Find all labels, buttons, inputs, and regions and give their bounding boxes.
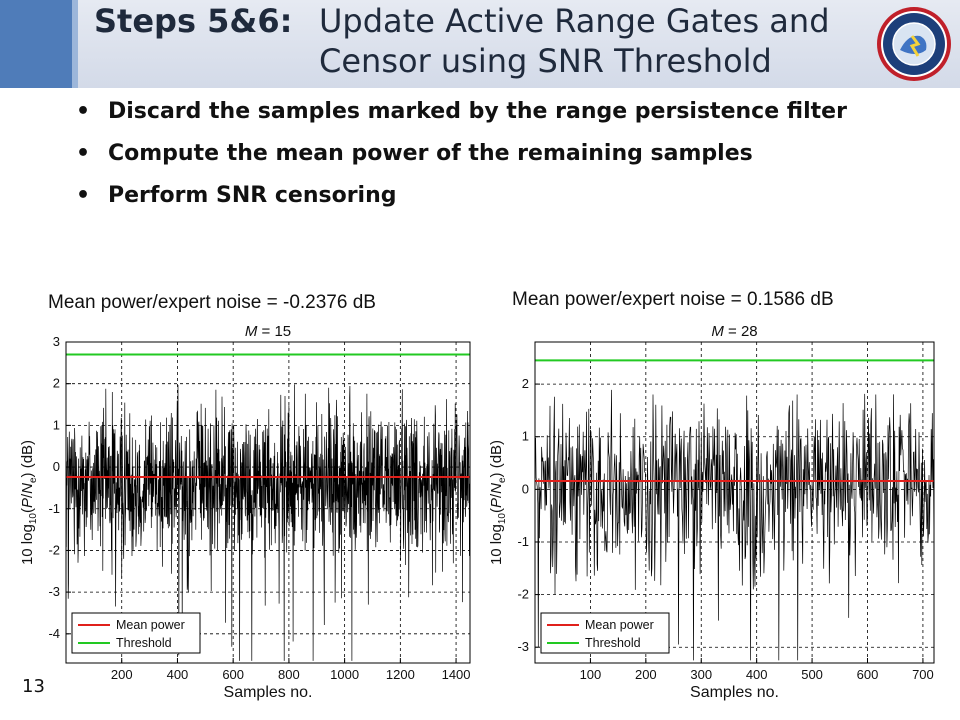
plot-frame: [534, 341, 935, 664]
title-bar: Steps 5&6: Update Active Range Gates and…: [0, 0, 960, 88]
y-tick-label: -3: [517, 639, 529, 654]
y-axis-label-part: ) (dB): [19, 440, 36, 478]
signal-trace: [535, 389, 935, 661]
y-tick-label: -2: [517, 587, 529, 602]
legend-box: [71, 612, 201, 654]
y-tick-label: 0: [522, 481, 529, 496]
legend-mean-label: Mean power: [116, 618, 185, 632]
y-tick-label: -4: [48, 626, 60, 641]
y-axis-label-part: 10: [497, 513, 508, 525]
title-line-2: Censor using SNR Threshold: [319, 42, 772, 80]
chart-title-value: = 28: [724, 323, 758, 340]
y-tick-label: -3: [48, 584, 60, 599]
x-tick-label: 1200: [386, 667, 415, 682]
y-axis-label-part: 10: [28, 513, 39, 525]
y-axis-label-part: N: [488, 483, 505, 494]
title-line-1: Update Active Range Gates and: [319, 2, 830, 40]
x-tick-label: 800: [278, 667, 300, 682]
y-axis-label-part: /: [488, 493, 505, 498]
chart-title-variable: M: [245, 323, 258, 340]
title-step-label: Steps 5&6:: [94, 2, 293, 40]
signal-trace: [65, 384, 471, 661]
y-tick-label: 0: [53, 459, 60, 474]
bullet-item: • Compute the mean power of the remaining…: [74, 138, 934, 170]
y-axis-label-part: e: [28, 477, 39, 483]
x-tick-label: 100: [580, 667, 602, 682]
x-tick-label: 300: [690, 667, 712, 682]
x-tick-label: 400: [746, 667, 768, 682]
legend-threshold-label: Threshold: [585, 636, 641, 650]
bullet-dot: •: [76, 183, 91, 208]
x-tick-label: 1000: [330, 667, 359, 682]
x-tick-label: 1400: [442, 667, 471, 682]
bullet-text: Discard the samples marked by the range …: [108, 99, 847, 124]
y-tick-label: 2: [522, 376, 529, 391]
y-axis-label-part: 10 log: [19, 524, 36, 565]
y-axis-label-part: 10 log: [488, 524, 505, 565]
x-tick-label: 600: [857, 667, 879, 682]
x-axis-label: Samples no.: [224, 684, 313, 701]
left-chart-caption: Mean power/expert noise = -0.2376 dB: [48, 292, 376, 313]
x-tick-label: 500: [801, 667, 823, 682]
chart-title: M = 15: [245, 323, 291, 340]
y-axis-label-part: ) (dB): [488, 440, 505, 478]
y-axis-label-part: P: [488, 498, 505, 508]
y-tick-label: -1: [517, 534, 529, 549]
x-tick-label: 600: [222, 667, 244, 682]
x-tick-label: 200: [635, 667, 657, 682]
x-tick-label: 200: [111, 667, 133, 682]
y-tick-label: 1: [53, 417, 60, 432]
bullet-dot: •: [76, 99, 91, 124]
bullet-dot: •: [76, 141, 91, 166]
y-axis-label-part: N: [19, 483, 36, 494]
legend-box: [540, 612, 670, 654]
national-severe-storms-laboratory-logo-icon: [877, 7, 951, 81]
y-axis-label-part: /: [19, 493, 36, 498]
page-number: 13: [22, 676, 45, 697]
y-tick-label: -2: [48, 542, 60, 557]
chart-title-variable: M: [711, 323, 724, 340]
right-chart-caption: Mean power/expert noise = 0.1586 dB: [512, 289, 834, 310]
y-tick-label: 3: [53, 334, 60, 349]
y-axis-label-part: e: [497, 477, 508, 483]
title-accent-stripe: [72, 0, 78, 88]
bullet-text: Compute the mean power of the remaining …: [108, 141, 753, 166]
chart-title: M = 28: [711, 323, 757, 340]
legend-mean-label: Mean power: [585, 618, 654, 632]
legend-threshold-label: Threshold: [116, 636, 172, 650]
bullet-list: • Discard the samples marked by the range…: [74, 96, 934, 222]
y-tick-label: 2: [53, 376, 60, 391]
x-tick-label: 700: [912, 667, 934, 682]
title-accent: [0, 0, 78, 88]
y-axis-label-part: P: [19, 498, 36, 508]
bullet-item: • Perform SNR censoring: [74, 180, 934, 212]
y-axis-label: 10 log10(P/Ne) (dB): [488, 440, 508, 565]
y-tick-label: -1: [48, 501, 60, 516]
x-tick-label: 400: [167, 667, 189, 682]
y-tick-label: 1: [522, 429, 529, 444]
plot-frame: [65, 341, 471, 664]
bullet-text: Perform SNR censoring: [108, 183, 397, 208]
y-axis-label-part: (: [19, 508, 36, 513]
chart-title-value: = 15: [257, 323, 291, 340]
x-axis-label: Samples no.: [690, 684, 779, 701]
right-chart: M = 28 100 200 300 400 500 600 700 -3 -2 -1 0 1 2 Samp…: [488, 323, 935, 701]
y-axis-label: 10 log10(P/Ne) (dB): [19, 440, 39, 565]
bullet-item: • Discard the samples marked by the range…: [74, 96, 934, 128]
y-axis-label-part: (: [488, 508, 505, 513]
